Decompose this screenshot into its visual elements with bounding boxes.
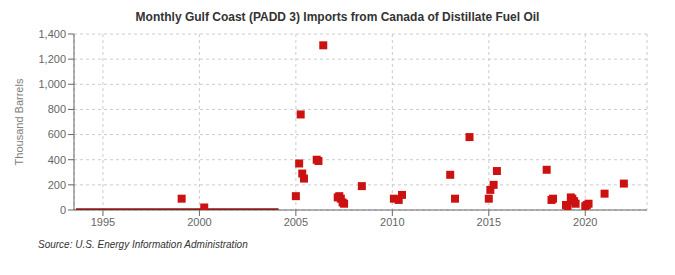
svg-text:Thousand Barrels: Thousand Barrels xyxy=(13,78,25,165)
svg-text:1995: 1995 xyxy=(91,216,115,228)
svg-text:1,200: 1,200 xyxy=(38,53,66,65)
svg-text:2010: 2010 xyxy=(380,216,404,228)
svg-text:2020: 2020 xyxy=(573,216,597,228)
svg-text:2000: 2000 xyxy=(187,216,211,228)
svg-text:2015: 2015 xyxy=(477,216,501,228)
svg-text:400: 400 xyxy=(48,154,66,166)
svg-text:2005: 2005 xyxy=(284,216,308,228)
html-text:Source: U.S. Energy Informatio: Source: U.S. Energy Information Administ… xyxy=(38,239,248,250)
svg-text:600: 600 xyxy=(48,128,66,140)
svg-text:1,400: 1,400 xyxy=(38,28,66,40)
svg-text:0: 0 xyxy=(60,204,66,216)
svg-text:800: 800 xyxy=(48,103,66,115)
html-text:Monthly Gulf Coast (PADD 3) Im: Monthly Gulf Coast (PADD 3) Imports from… xyxy=(135,10,540,24)
svg-text:1,000: 1,000 xyxy=(38,78,66,90)
svg-text:200: 200 xyxy=(48,179,66,191)
